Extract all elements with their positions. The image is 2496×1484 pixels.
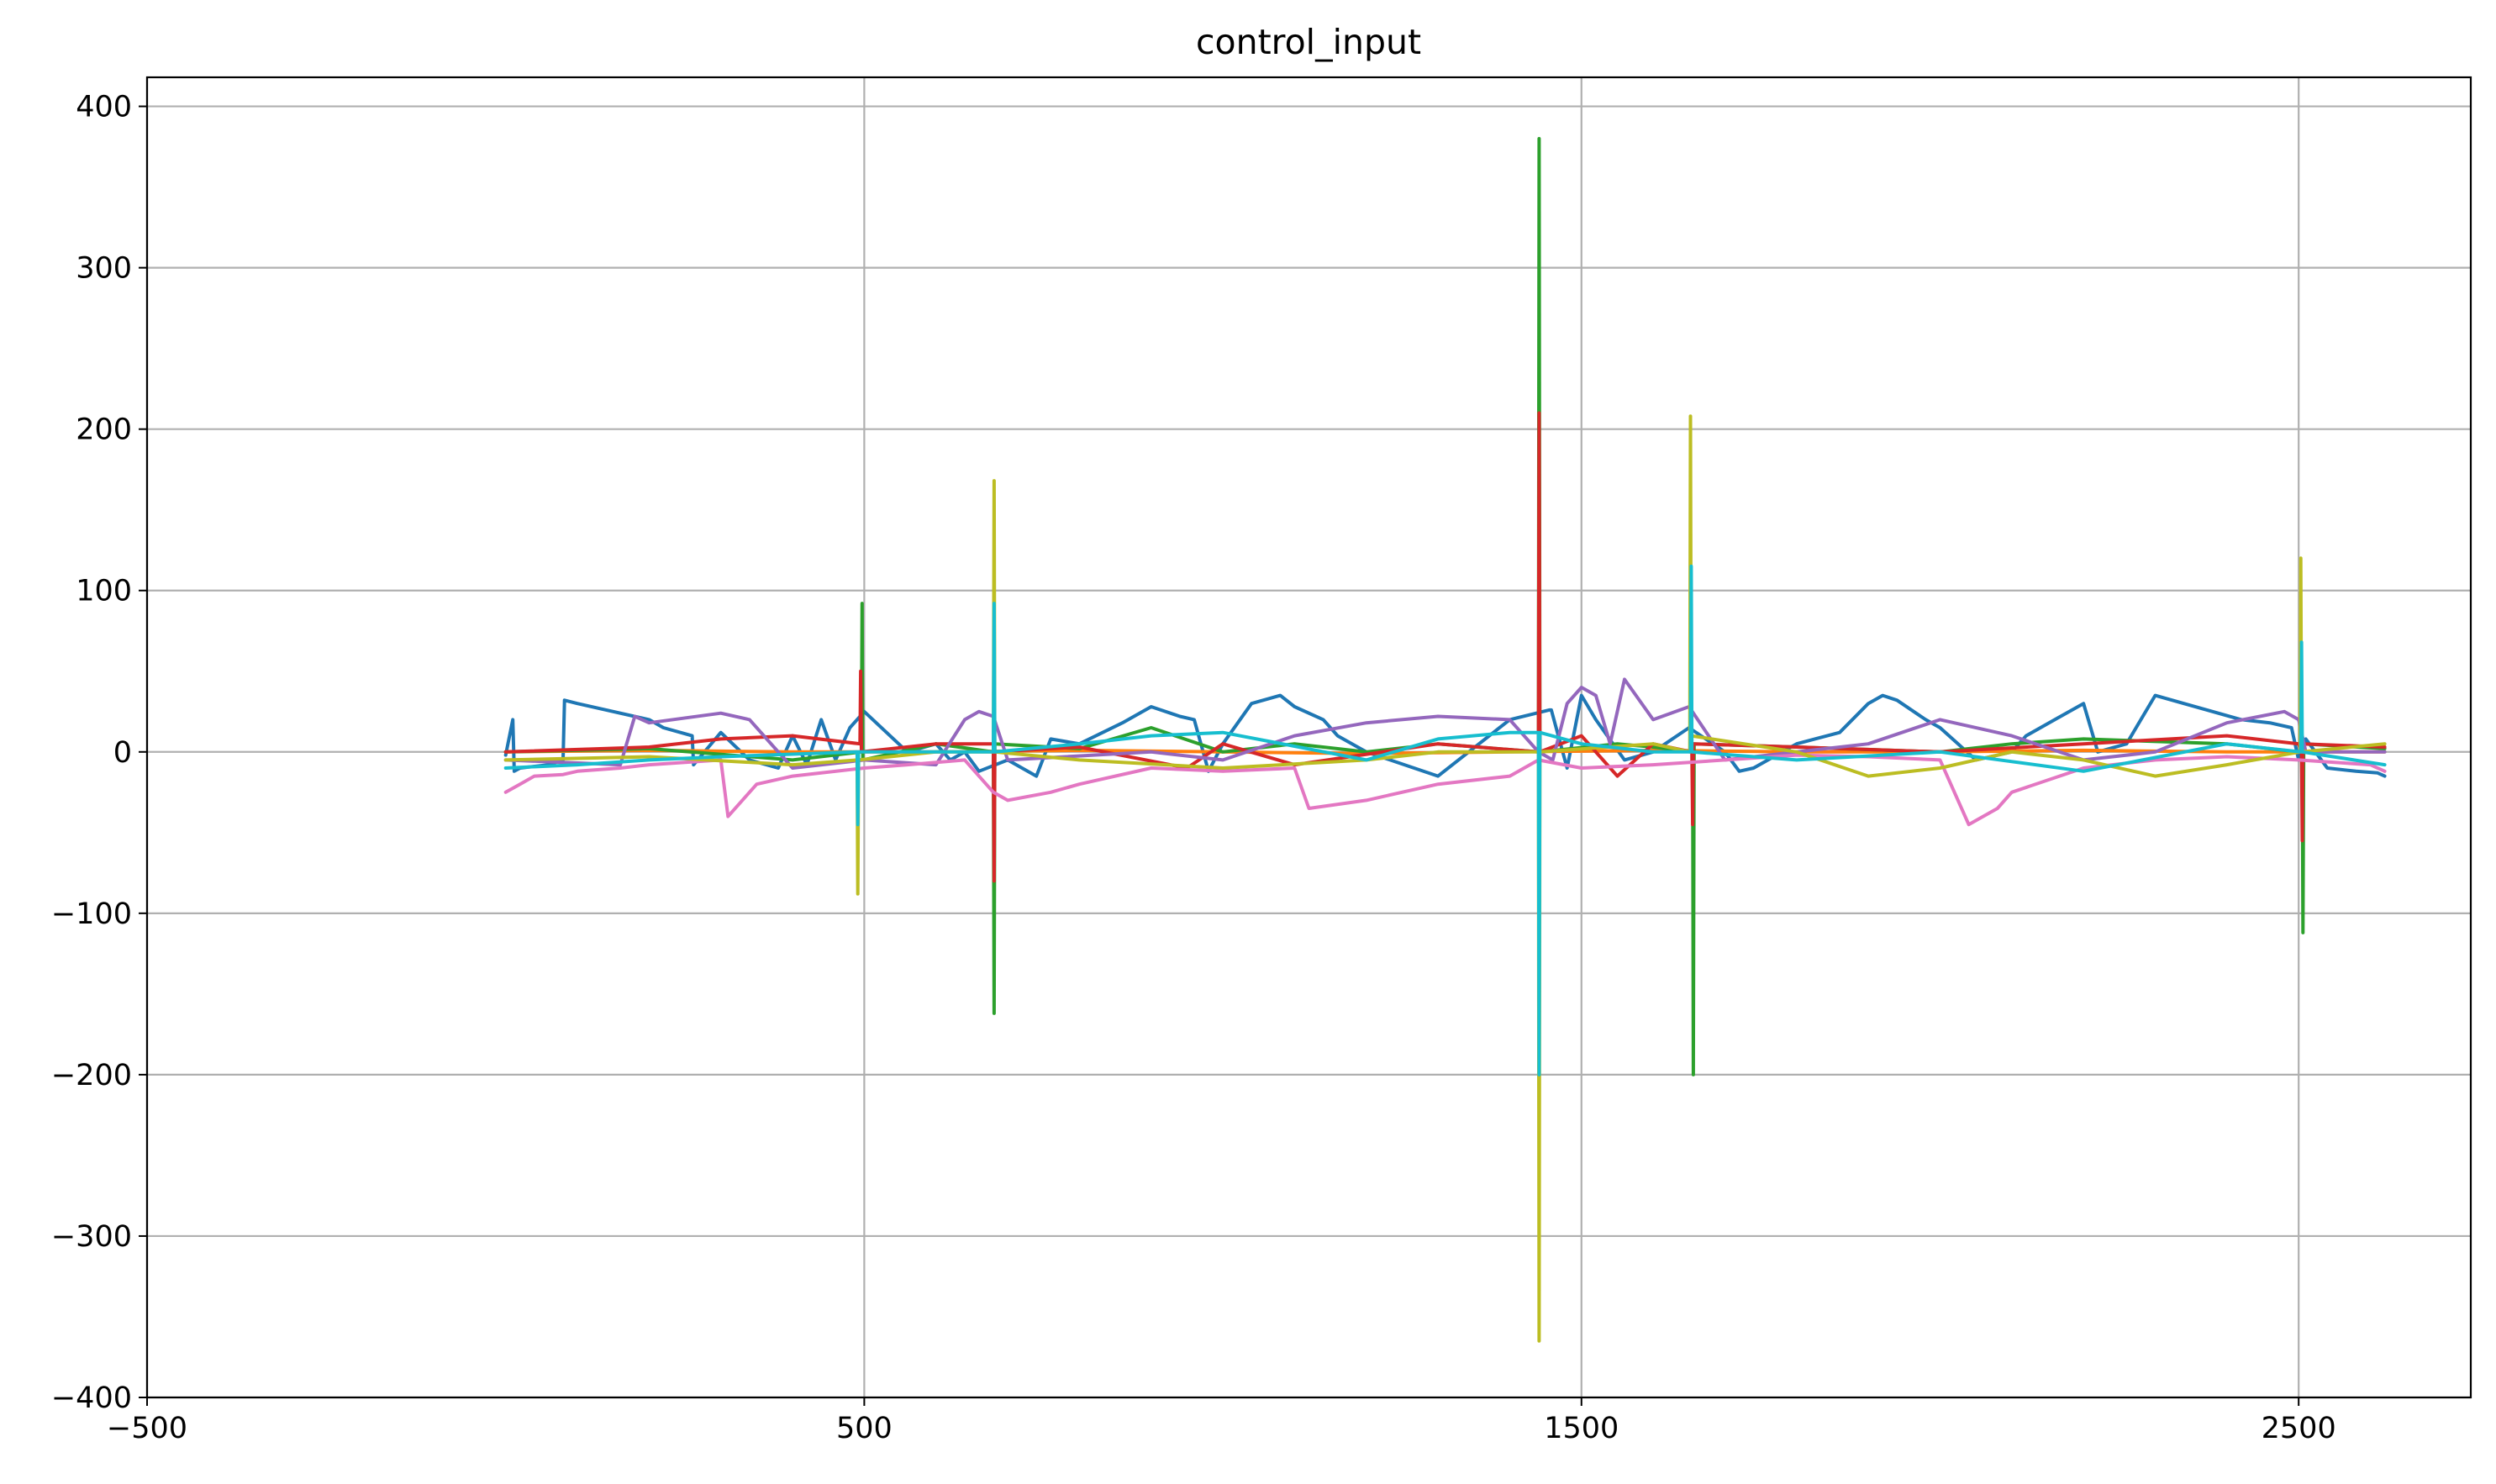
y-tick-label: −200 [51,1059,132,1092]
y-tick-label: 400 [76,91,132,124]
x-tick-label: 500 [836,1412,893,1445]
x-tick-label: 2500 [2262,1412,2336,1445]
y-tick-label: −100 [51,897,132,931]
series-line-5 [503,677,2387,770]
series-line-8 [503,564,2387,1076]
y-tick-label: 200 [76,413,132,447]
x-tick-label: 1500 [1544,1412,1619,1445]
y-tick-label: −400 [51,1381,132,1415]
x-tick-label: −500 [107,1412,187,1445]
series-line-4 [503,411,2387,883]
grid-lines [145,77,2471,1399]
axis-ticks: −500 500 1500 2500 −400 −300 −200 −100 0 100 200 30… [51,91,2336,1445]
y-tick-label: 300 [76,252,132,286]
plot-frame [145,76,2472,1399]
series-line-3 [503,137,2387,1076]
y-tick-label: 100 [76,575,132,608]
y-tick-label: −300 [51,1220,132,1254]
series-line-7 [503,414,2387,1343]
series-lines [503,137,2387,1343]
y-tick-label: 0 [113,736,132,770]
chart-title: control_input [1196,22,1421,62]
